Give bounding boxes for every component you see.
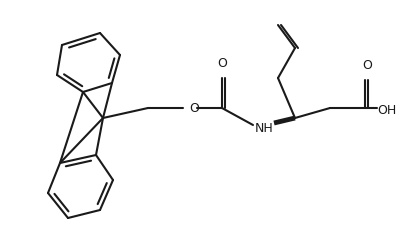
Text: NH: NH — [254, 122, 273, 134]
Text: O: O — [361, 59, 371, 72]
Text: O: O — [216, 57, 226, 70]
Text: O: O — [189, 102, 198, 114]
Text: OH: OH — [376, 104, 395, 116]
